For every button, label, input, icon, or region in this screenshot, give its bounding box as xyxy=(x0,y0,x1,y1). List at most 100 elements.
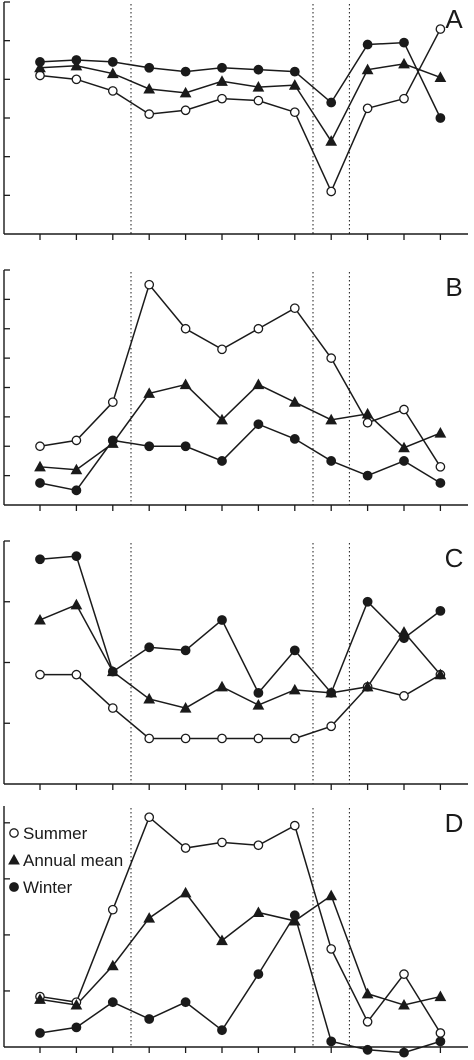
panel-D: D Summer Annual mean Winter xyxy=(3,806,468,1058)
point-summer xyxy=(253,323,264,334)
point-winter xyxy=(144,642,155,653)
point-annual-mean xyxy=(252,906,265,918)
point-winter xyxy=(362,470,373,481)
point-summer xyxy=(399,691,409,701)
point-winter xyxy=(180,66,191,77)
point-winter xyxy=(362,39,373,50)
point-annual-mean xyxy=(252,81,265,92)
point-winter xyxy=(289,645,300,656)
point-winter xyxy=(35,478,45,488)
point-winter xyxy=(253,969,264,980)
point-winter xyxy=(217,456,227,466)
point-annual-mean xyxy=(325,889,338,901)
point-winter xyxy=(435,113,446,123)
point-winter xyxy=(326,1036,337,1047)
point-winter xyxy=(399,1047,409,1058)
point-summer xyxy=(217,93,227,104)
point-summer xyxy=(399,404,409,415)
series-line-winter xyxy=(39,913,441,1054)
point-winter xyxy=(144,441,155,452)
point-annual-mean xyxy=(70,998,83,1010)
series-line-winter xyxy=(39,423,441,492)
point-annual-mean xyxy=(325,135,338,146)
point-annual-mean xyxy=(434,668,447,680)
point-summer xyxy=(362,103,373,114)
point-annual-mean xyxy=(325,413,338,425)
point-annual-mean xyxy=(361,680,374,692)
point-summer xyxy=(289,303,300,314)
point-summer xyxy=(107,703,118,713)
point-summer xyxy=(35,669,45,680)
point-summer xyxy=(144,733,155,744)
point-winter xyxy=(180,645,191,656)
panel-A: A xyxy=(3,1,468,240)
point-annual-mean xyxy=(361,63,374,75)
point-annual-mean xyxy=(434,71,447,82)
point-annual-mean xyxy=(398,998,410,1010)
legend-marker-summer xyxy=(9,828,19,838)
panel-B: B xyxy=(3,269,468,511)
point-summer xyxy=(435,24,446,34)
point-annual-mean xyxy=(288,683,301,695)
point-winter xyxy=(435,605,446,616)
point-winter xyxy=(217,615,227,625)
point-annual-mean xyxy=(216,934,228,946)
series-line-winter xyxy=(39,41,442,119)
point-summer xyxy=(326,353,337,363)
series-line-summer xyxy=(40,673,441,740)
point-summer xyxy=(180,733,191,744)
point-summer xyxy=(435,1028,446,1038)
point-winter xyxy=(35,554,45,565)
point-annual-mean xyxy=(179,86,192,98)
point-winter xyxy=(71,485,82,496)
point-winter xyxy=(144,1014,155,1024)
point-winter xyxy=(107,666,118,677)
point-summer xyxy=(180,105,191,116)
point-annual-mean xyxy=(361,987,374,999)
legend: Summer Annual mean Winter xyxy=(8,824,123,897)
series-line-annual-mean xyxy=(39,891,441,1006)
point-annual-mean xyxy=(106,959,119,971)
point-annual-mean xyxy=(434,990,447,1002)
panel-label: B xyxy=(445,272,462,302)
point-winter xyxy=(35,1028,45,1038)
point-winter xyxy=(399,633,409,644)
point-summer xyxy=(107,397,118,408)
point-winter xyxy=(253,419,264,430)
point-summer xyxy=(289,107,300,118)
point-annual-mean xyxy=(143,387,156,398)
point-winter xyxy=(435,478,446,488)
panel-C: C xyxy=(3,540,468,790)
point-annual-mean xyxy=(143,692,156,704)
point-annual-mean xyxy=(143,82,156,94)
series-line-summer xyxy=(39,28,442,194)
point-winter xyxy=(107,57,118,67)
point-winter xyxy=(107,435,118,446)
point-annual-mean xyxy=(288,79,301,90)
point-winter xyxy=(253,64,264,75)
series-line-summer xyxy=(39,283,442,468)
point-summer xyxy=(35,70,45,81)
point-summer xyxy=(107,904,118,915)
point-annual-mean xyxy=(288,396,301,407)
point-summer xyxy=(399,93,409,104)
point-annual-mean xyxy=(143,912,156,923)
point-annual-mean xyxy=(434,427,447,438)
point-summer xyxy=(253,840,264,851)
point-summer xyxy=(35,441,45,452)
point-summer xyxy=(289,820,300,831)
point-annual-mean xyxy=(70,59,83,71)
point-winter xyxy=(71,55,82,65)
panel-label: A xyxy=(445,4,463,34)
point-summer xyxy=(399,969,409,979)
point-winter xyxy=(217,62,227,73)
point-winter xyxy=(362,596,373,607)
point-winter xyxy=(326,456,337,466)
point-annual-mean xyxy=(70,598,83,610)
point-summer xyxy=(326,721,337,732)
point-annual-mean xyxy=(179,702,192,713)
legend-entry: Summer xyxy=(23,824,88,843)
point-winter xyxy=(326,97,337,108)
series-line-annual-mean xyxy=(39,63,441,143)
